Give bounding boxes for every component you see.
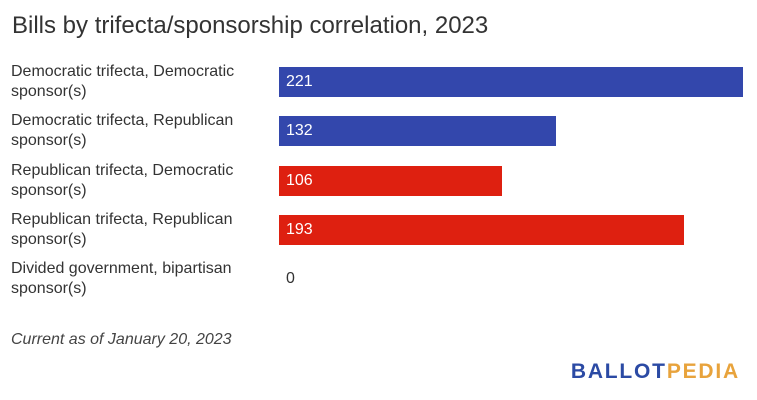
bar-value-label: 132 [286, 122, 313, 140]
category-label: Democratic trifecta, Republican sponsor(… [11, 112, 234, 150]
bar-value-label: 193 [286, 220, 313, 238]
category-label: Republican trifecta, Democratic sponsor(… [11, 161, 234, 199]
bar-value-label: 0 [286, 270, 295, 288]
logo-text-ballot: BALLOT [570, 360, 667, 383]
bar [279, 67, 743, 97]
bar [279, 116, 557, 147]
bar [279, 165, 502, 196]
category-label: Republican trifecta, Republican sponsor(… [11, 210, 233, 248]
chart-title: Bills by trifecta/sponsorship correlatio… [12, 12, 489, 39]
ballotpedia-logo: BALLOTPEDIA [571, 360, 740, 384]
logo-text-pedia: PEDIA [666, 360, 740, 383]
date-note: Current as of January 20, 2023 [11, 331, 232, 348]
bar [279, 214, 685, 245]
category-label: Divided government, bipartisan sponsor(s… [11, 260, 232, 298]
bar-value-label: 221 [286, 73, 313, 90]
bar-chart: Democratic trifecta, Democratic sponsor(… [11, 63, 743, 298]
bar-value-label: 106 [286, 171, 313, 189]
category-label: Democratic trifecta, Democratic sponsor(… [11, 63, 235, 100]
